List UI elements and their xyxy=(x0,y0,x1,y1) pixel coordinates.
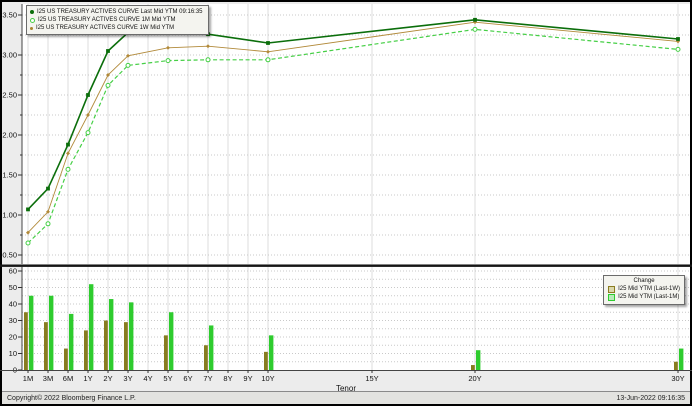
change-1m-bar xyxy=(69,314,73,370)
change-1m-bar xyxy=(29,296,33,370)
data-point-square xyxy=(473,18,477,22)
data-point-circle xyxy=(46,222,50,226)
legend-item-1m: I25 US TREASURY ACTIVES CURVE 1M Mid YTM xyxy=(30,16,203,24)
y-tick-label: 1.00 xyxy=(2,211,17,220)
x-tick-label: 1Y xyxy=(83,374,92,383)
y-tick-label: 2.00 xyxy=(2,131,17,140)
legend-label: I25 Mid YTM (Last-1M) xyxy=(618,293,679,301)
change-1m-bar xyxy=(109,299,113,370)
y-tick-label: 2.50 xyxy=(2,91,17,100)
change-1m-bar xyxy=(269,335,273,370)
y-tick-label: 30 xyxy=(9,316,17,325)
x-tick-label: 6Y xyxy=(183,374,192,383)
y-tick-label: 50 xyxy=(9,283,17,292)
one-week-series-marker-icon xyxy=(30,27,33,30)
change-1m-bar xyxy=(129,302,133,370)
change-1w-bar xyxy=(164,335,168,370)
x-tick-label: 5Y xyxy=(163,374,172,383)
data-point-square xyxy=(66,143,70,147)
legend-label: I25 US TREASURY ACTIVES CURVE 1W Mid YTM xyxy=(36,24,174,32)
y-tick-label: 60 xyxy=(9,267,17,276)
change-1w-bar xyxy=(64,349,68,370)
change-1m-bar xyxy=(49,296,53,370)
y-tick-label: 40 xyxy=(9,300,17,309)
legend-item-last: I25 US TREASURY ACTIVES CURVE Last Mid Y… xyxy=(30,8,203,16)
x-tick-label: 3Y xyxy=(123,374,132,383)
data-point-circle xyxy=(86,131,90,135)
x-tick-label: 20Y xyxy=(468,374,481,383)
x-tick-label: 10Y xyxy=(261,374,274,383)
x-tick-label: 15Y xyxy=(365,374,378,383)
x-tick-label: 1M xyxy=(23,374,33,383)
data-point-square xyxy=(266,41,270,45)
x-tick-label: 8Y xyxy=(223,374,232,383)
x-tick-label: 7Y xyxy=(203,374,212,383)
y-tick-label: 20 xyxy=(9,333,17,342)
y-tick-label: 3.50 xyxy=(2,11,17,20)
legend-item-change-1m: I25 Mid YTM (Last-1M) xyxy=(608,293,680,301)
data-point-square xyxy=(106,49,110,53)
one-month-series-marker-icon xyxy=(30,18,35,23)
change-1w-bar xyxy=(84,330,88,370)
x-tick-label: 3M xyxy=(43,374,53,383)
lower-plot-background xyxy=(22,267,690,370)
y-tick-label: 1.50 xyxy=(2,171,17,180)
curve-legend: I25 US TREASURY ACTIVES CURVE Last Mid Y… xyxy=(26,5,209,35)
data-point-circle xyxy=(166,59,170,63)
change-1m-bar xyxy=(476,350,480,370)
data-point-circle xyxy=(266,58,270,62)
data-point-square xyxy=(46,187,50,191)
data-point-square xyxy=(86,93,90,97)
data-point-circle xyxy=(206,58,210,62)
data-point-circle xyxy=(126,63,130,67)
data-point-square xyxy=(26,208,30,212)
change-1w-swatch-icon xyxy=(608,286,615,293)
change-legend-title: Change xyxy=(608,277,680,285)
legend-item-change-1w: I25 Mid YTM (Last-1W) xyxy=(608,285,680,293)
data-point-circle xyxy=(676,47,680,51)
x-tick-label: 30Y xyxy=(671,374,684,383)
data-point-circle xyxy=(473,27,477,31)
change-1m-swatch-icon xyxy=(608,294,615,301)
legend-label: I25 US TREASURY ACTIVES CURVE 1M Mid YTM xyxy=(38,16,176,24)
change-1w-bar xyxy=(674,362,678,370)
data-point-circle xyxy=(66,167,70,171)
change-1m-bar xyxy=(209,325,213,370)
footer-bar: Copyright© 2022 Bloomberg Finance L.P. 1… xyxy=(2,391,690,404)
legend-item-1w: I25 US TREASURY ACTIVES CURVE 1W Mid YTM xyxy=(30,24,203,32)
data-point-square xyxy=(676,37,680,41)
change-1m-bar xyxy=(679,349,683,370)
change-1w-bar xyxy=(104,321,108,371)
change-1w-bar xyxy=(24,312,28,370)
x-tick-label: 4Y xyxy=(143,374,152,383)
y-tick-label: 0.50 xyxy=(2,251,17,260)
change-legend: Change I25 Mid YTM (Last-1W) I25 Mid YTM… xyxy=(603,275,685,305)
last-series-marker-icon xyxy=(30,10,34,14)
data-point-circle xyxy=(26,241,30,245)
change-1w-bar xyxy=(264,352,268,370)
panel-divider xyxy=(0,265,692,267)
change-1m-bar xyxy=(169,312,173,370)
treasury-curve-chart: 0.501.001.502.002.503.003.50010203040506… xyxy=(0,0,692,394)
change-1w-bar xyxy=(204,345,208,370)
upper-plot-background xyxy=(22,4,690,264)
legend-label: I25 US TREASURY ACTIVES CURVE Last Mid Y… xyxy=(37,8,203,16)
change-1m-bar xyxy=(89,284,93,370)
timestamp-text: 13-Jun-2022 09:16:35 xyxy=(617,395,686,402)
y-tick-label: 10 xyxy=(9,349,17,358)
legend-label: I25 Mid YTM (Last-1W) xyxy=(618,285,680,293)
change-1w-bar xyxy=(124,322,128,370)
x-tick-label: 9Y xyxy=(243,374,252,383)
copyright-text: Copyright© 2022 Bloomberg Finance L.P. xyxy=(7,395,136,402)
data-point-circle xyxy=(106,83,110,87)
change-1w-bar xyxy=(471,365,475,370)
x-tick-label: 2Y xyxy=(103,374,112,383)
y-tick-label: 3.00 xyxy=(2,51,17,60)
change-1w-bar xyxy=(44,322,48,370)
x-tick-label: 6M xyxy=(63,374,73,383)
